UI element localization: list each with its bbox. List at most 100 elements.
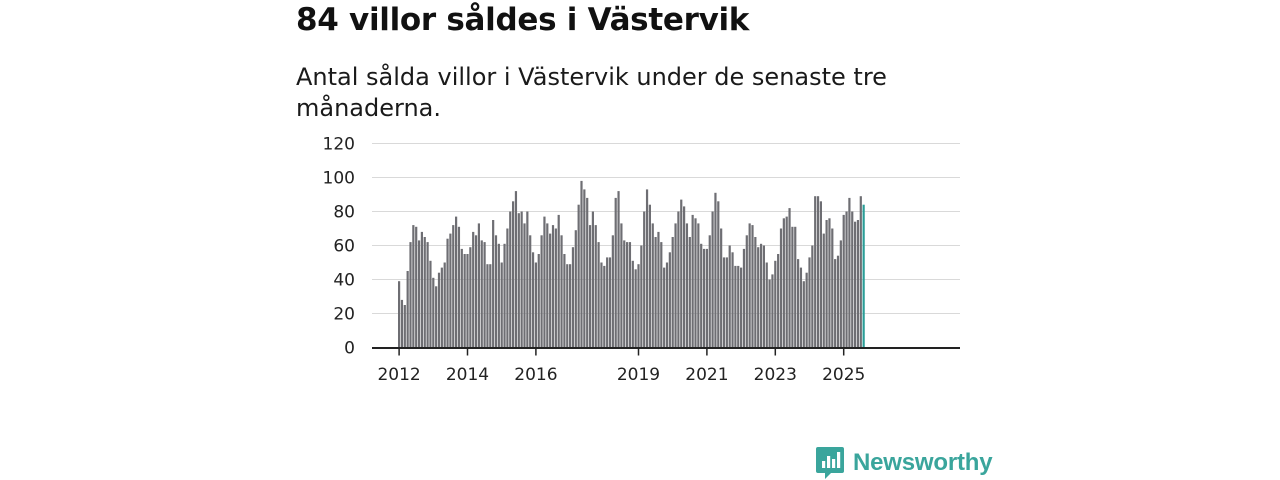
bar — [446, 238, 449, 348]
bar — [540, 235, 543, 348]
bar — [648, 204, 651, 348]
bar — [417, 240, 421, 348]
bar — [623, 240, 626, 348]
y-tick-label: 40 — [333, 271, 355, 291]
bar — [785, 216, 788, 348]
bar — [577, 204, 580, 348]
bar — [665, 262, 669, 348]
bar — [651, 223, 654, 348]
bar — [791, 226, 794, 348]
x-tick-label: 2023 — [754, 365, 797, 385]
bar — [797, 259, 800, 348]
bar — [455, 216, 458, 348]
bar — [754, 237, 757, 348]
bar — [834, 259, 837, 348]
bar — [429, 260, 432, 348]
chart-subtitle: Antal sålda villor i Västervik under de … — [296, 63, 887, 122]
bar — [492, 220, 495, 348]
bar — [722, 257, 726, 348]
bar — [825, 220, 828, 348]
bar — [859, 196, 862, 348]
bar — [452, 225, 455, 348]
bar — [486, 264, 489, 348]
bar — [440, 267, 443, 348]
bar — [779, 228, 783, 348]
bar — [759, 243, 763, 348]
bar — [608, 257, 612, 348]
bar — [708, 235, 711, 348]
bar — [805, 272, 808, 348]
bar — [683, 206, 686, 348]
bar — [802, 281, 805, 348]
x-tick-label: 2016 — [514, 365, 557, 385]
bar — [702, 248, 706, 348]
bar — [734, 265, 737, 348]
page-title: 84 villor såldes i Västervik — [296, 2, 750, 38]
bar-latest — [862, 204, 865, 348]
bar — [777, 254, 780, 348]
bar — [720, 228, 723, 348]
bar — [560, 235, 563, 348]
bar — [643, 211, 646, 348]
bar — [819, 201, 822, 348]
bar — [836, 255, 840, 348]
newsworthy-logo: Newsworthy — [815, 446, 993, 480]
bar — [506, 228, 509, 348]
bar — [831, 228, 834, 348]
bar — [626, 242, 629, 348]
bar — [600, 262, 603, 348]
bars — [398, 180, 865, 348]
bar — [472, 231, 475, 348]
bar — [517, 213, 520, 348]
bar — [634, 269, 637, 348]
bar — [845, 211, 848, 348]
bar — [611, 235, 614, 348]
bar — [848, 197, 851, 348]
bar — [435, 286, 438, 348]
y-tick-label: 20 — [333, 305, 355, 325]
bar — [816, 196, 820, 348]
bar — [531, 252, 535, 348]
last-value-label: 84 — [922, 0, 942, 4]
bar — [654, 237, 657, 348]
bar — [529, 235, 532, 348]
bar — [537, 254, 540, 348]
bar — [603, 265, 606, 348]
bar — [449, 233, 452, 348]
bar — [571, 247, 575, 348]
bar — [631, 260, 634, 348]
bar — [677, 211, 680, 348]
bar — [680, 199, 683, 348]
bar — [740, 267, 743, 348]
bar — [839, 240, 842, 348]
bar — [415, 226, 418, 348]
bar — [406, 271, 409, 348]
bar — [497, 243, 500, 348]
bar — [588, 225, 592, 348]
y-tick-label: 80 — [333, 203, 355, 223]
bar — [474, 235, 478, 348]
bar — [477, 223, 480, 348]
bar — [782, 218, 785, 348]
y-axis-ticks: 0 20 40 60 80 100 120 — [323, 135, 355, 359]
newsworthy-logo-icon — [816, 447, 844, 479]
bar — [822, 233, 825, 348]
bar — [856, 220, 860, 348]
bar — [645, 189, 649, 348]
bar — [742, 248, 746, 348]
bar — [403, 305, 406, 348]
bar — [512, 201, 515, 348]
x-tick-label: 2021 — [685, 365, 728, 385]
bar — [457, 226, 461, 348]
bar — [466, 254, 469, 348]
bar — [799, 267, 803, 348]
bar — [674, 223, 677, 348]
bar — [640, 245, 643, 348]
bar — [554, 228, 557, 348]
bar — [714, 192, 717, 348]
bar — [614, 197, 617, 348]
bar — [851, 211, 854, 348]
bar — [566, 264, 569, 348]
bar — [480, 240, 483, 348]
